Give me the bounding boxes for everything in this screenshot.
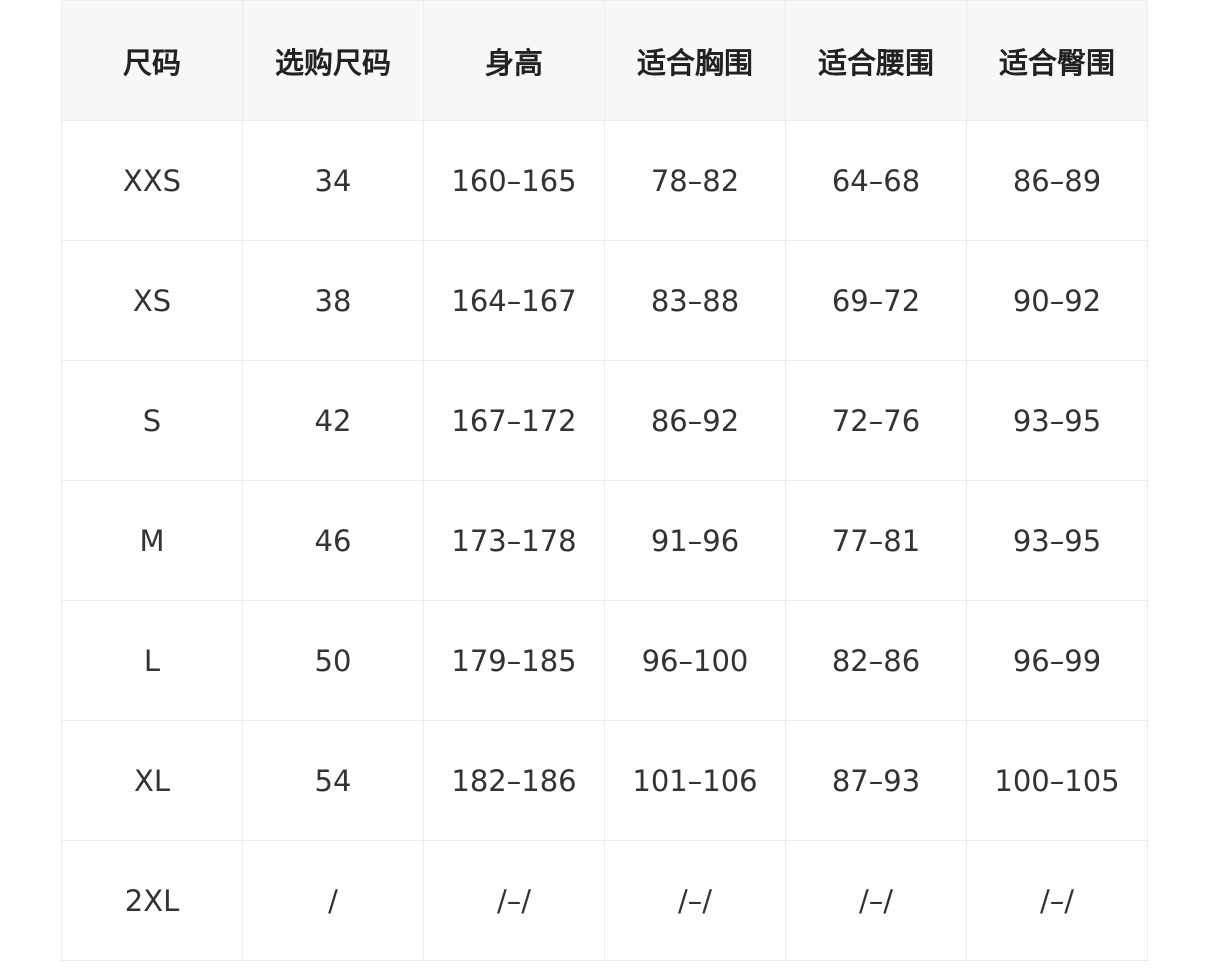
table-row: M 46 173–178 91–96 77–81 93–95 <box>61 480 1148 601</box>
table-cell: 87–93 <box>785 720 967 841</box>
table-cell: 96–99 <box>966 600 1148 721</box>
table-row: L 50 179–185 96–100 82–86 96–99 <box>61 600 1148 721</box>
table-row: 2XL //–//–//–//–/ <box>61 840 1148 961</box>
header-cell: 身高 <box>423 0 605 121</box>
table-cell: 69–72 <box>785 240 967 361</box>
header-cell: 尺码 <box>61 0 243 121</box>
table-cell: 173–178 <box>423 480 605 601</box>
header-cell: 适合臀围 <box>966 0 1148 121</box>
table-cell: /–/ <box>604 840 786 961</box>
table-cell: 91–96 <box>604 480 786 601</box>
table-row: XXS 34 160–165 78–82 64–68 86–89 <box>61 120 1148 241</box>
table-cell: 46 <box>242 480 424 601</box>
table-cell: 86–89 <box>966 120 1148 241</box>
table-cell: 38 <box>242 240 424 361</box>
table-cell: 182–186 <box>423 720 605 841</box>
table-cell: XXS <box>61 120 243 241</box>
table-cell: 54 <box>242 720 424 841</box>
table-row: S 42 167–172 86–92 72–76 93–95 <box>61 360 1148 481</box>
table-cell: 96–100 <box>604 600 786 721</box>
table-cell: 179–185 <box>423 600 605 721</box>
header-cell: 适合腰围 <box>785 0 967 121</box>
table-cell: 167–172 <box>423 360 605 481</box>
table-cell: /–/ <box>423 840 605 961</box>
table-cell: XS <box>61 240 243 361</box>
table-cell: 86–92 <box>604 360 786 481</box>
table-cell: 164–167 <box>423 240 605 361</box>
table-cell: 50 <box>242 600 424 721</box>
table-cell: 160–165 <box>423 120 605 241</box>
header-row: 尺码 选购尺码 身高 适合胸围 适合腰围 适合臀围 <box>61 0 1148 121</box>
table-cell: 93–95 <box>966 480 1148 601</box>
table-cell: 77–81 <box>785 480 967 601</box>
table-cell: 78–82 <box>604 120 786 241</box>
table-header: 尺码 选购尺码 身高 适合胸围 适合腰围 适合臀围 <box>61 0 1148 121</box>
table-row: XS 38 164–167 83–88 69–72 90–92 <box>61 240 1148 361</box>
table-cell: S <box>61 360 243 481</box>
table-cell: XL <box>61 720 243 841</box>
table-cell: 34 <box>242 120 424 241</box>
table-cell: 2XL <box>61 840 243 961</box>
table-cell: 101–106 <box>604 720 786 841</box>
table-cell: 42 <box>242 360 424 481</box>
table-body: XXS 34 160–165 78–82 64–68 86–89 XS 38 164–167 83… <box>61 120 1148 961</box>
table-cell: 83–88 <box>604 240 786 361</box>
size-table: 尺码 选购尺码 身高 适合胸围 适合腰围 适合臀围 XXS 34 160–165 78–82 64… <box>61 0 1148 961</box>
table-row: XL 54 182–186 101–106 87–93 100–105 <box>61 720 1148 841</box>
header-cell: 选购尺码 <box>242 0 424 121</box>
table-cell: 90–92 <box>966 240 1148 361</box>
table-cell: 72–76 <box>785 360 967 481</box>
table-cell: 93–95 <box>966 360 1148 481</box>
table-cell: M <box>61 480 243 601</box>
table-cell: 82–86 <box>785 600 967 721</box>
table-cell: / <box>242 840 424 961</box>
header-cell: 适合胸围 <box>604 0 786 121</box>
table-cell: 100–105 <box>966 720 1148 841</box>
table-cell: /–/ <box>785 840 967 961</box>
table-cell: 64–68 <box>785 120 967 241</box>
table-cell: /–/ <box>966 840 1148 961</box>
table-cell: L <box>61 600 243 721</box>
